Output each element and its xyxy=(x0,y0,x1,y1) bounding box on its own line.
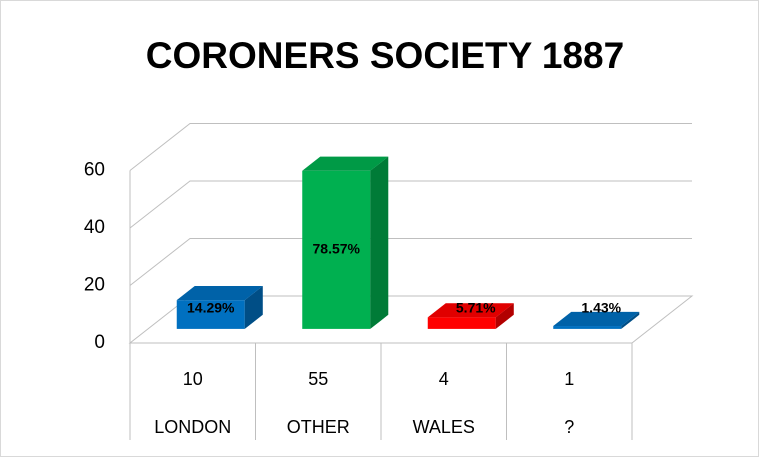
bar xyxy=(176,300,245,329)
grid-line xyxy=(129,180,692,229)
data-label: 1.43% xyxy=(581,300,621,316)
bar-side xyxy=(621,311,640,329)
bar-top-shade xyxy=(176,286,263,301)
bar-side-shade xyxy=(244,286,263,329)
y-tick-label: 0 xyxy=(94,332,105,353)
table-value: 10 xyxy=(183,369,203,389)
y-tick-label: 40 xyxy=(84,217,105,238)
x-tick-label: OTHER xyxy=(287,417,350,437)
data-label: 78.57% xyxy=(313,241,361,257)
bar-top xyxy=(427,303,514,318)
bar xyxy=(427,317,496,329)
bar-side xyxy=(370,156,389,329)
bar-top xyxy=(176,286,263,301)
bar-top xyxy=(302,156,389,171)
table-value: 55 xyxy=(308,369,328,389)
grid-line xyxy=(129,123,692,171)
bar-side-shade xyxy=(621,311,640,329)
bar-side-shade xyxy=(370,156,389,329)
table-value: 1 xyxy=(564,369,574,389)
chart-title: CORONERS SOCIETY 1887 xyxy=(146,35,624,76)
y-tick-label: 20 xyxy=(84,275,105,296)
bar-side xyxy=(244,286,263,329)
x-tick-label: ? xyxy=(564,417,574,437)
data-label: 5.71% xyxy=(456,300,496,316)
bar-top-shade xyxy=(427,303,514,318)
floor xyxy=(128,295,694,344)
bar-side-shade xyxy=(495,303,514,329)
bar xyxy=(302,170,371,329)
x-tick-label: LONDON xyxy=(154,417,231,437)
grid-line xyxy=(129,238,692,286)
table-value: 4 xyxy=(439,369,449,389)
y-tick-label: 60 xyxy=(84,160,105,181)
data-label: 14.29% xyxy=(187,300,235,316)
x-tick-label: WALES xyxy=(413,417,475,437)
bar xyxy=(553,326,622,329)
bar-top-shade xyxy=(553,311,640,327)
bar-side xyxy=(495,303,514,329)
bar-top-shade xyxy=(302,156,389,171)
bar-top xyxy=(553,311,640,327)
